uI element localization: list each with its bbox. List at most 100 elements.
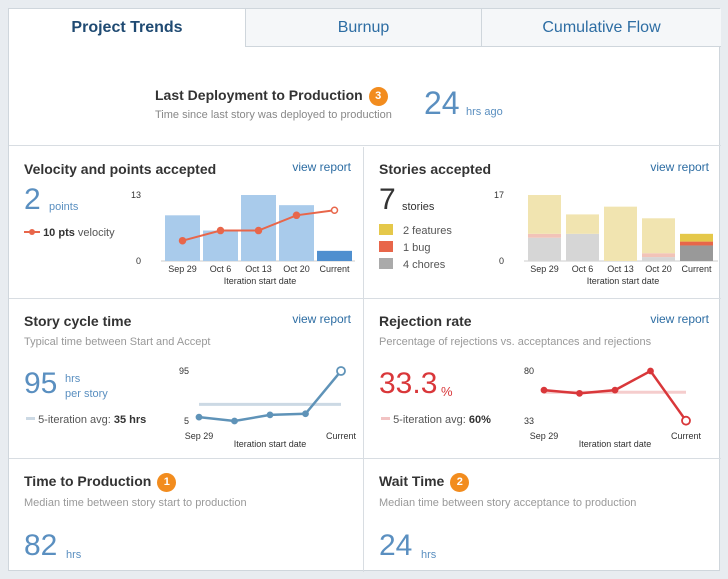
deployment-title: Last Deployment to Production 3 <box>155 87 388 106</box>
cycle-point <box>195 413 203 421</box>
velocity-bar <box>317 250 352 261</box>
tab-bar: Project Trends Burnup Cumulative Flow <box>9 9 721 47</box>
cycle-unit-per-story: per story <box>65 388 108 400</box>
stories-legend-label: 4 chores <box>403 259 446 271</box>
rejection-y-tick: 33 <box>524 416 534 426</box>
cycle-point <box>302 410 309 418</box>
velocity-point <box>254 226 263 235</box>
cycle-average-value: 35 hrs <box>113 414 147 426</box>
velocity-chart: 13 0 Sep 29 Oct 6 Oct 13 Oct 20 Current Iterati… <box>131 190 355 286</box>
stories-bar-segment <box>528 195 561 234</box>
velocity-legend-line-icon <box>24 229 40 235</box>
cycle-y-tick: 95 <box>179 366 189 376</box>
time-to-production-panel: Time to Production 1 Median time between … <box>9 459 364 572</box>
cycle-y-tick: 5 <box>184 416 189 426</box>
cycle-x-axis-label: Iteration start date <box>234 439 307 449</box>
rejection-point <box>576 389 583 397</box>
rejection-x-tick: Sep 29 <box>530 431 559 441</box>
stories-bar-segment <box>680 241 713 246</box>
stories-bar-segment <box>566 233 599 261</box>
cycle-title: Story cycle time <box>24 313 132 329</box>
cycle-view-report-link[interactable]: view report <box>292 312 351 326</box>
production-subtitle: Median time between story start to produ… <box>24 497 247 509</box>
production-unit: hrs <box>66 549 82 561</box>
stories-bar-segment <box>566 214 599 234</box>
velocity-legend-value: 10 pts <box>43 227 75 239</box>
wait-subtitle: Median time between story acceptance to … <box>379 497 637 509</box>
stories-x-tick: Current <box>681 264 712 274</box>
stories-legend-item: 2 features <box>379 224 452 237</box>
rejection-average-label: 5-iteration avg: <box>393 414 466 426</box>
cycle-x-tick: Current <box>326 431 357 441</box>
cycle-unit-hrs: hrs <box>65 373 81 385</box>
rejection-view-report-link[interactable]: view report <box>650 312 709 326</box>
rejection-value: 33.3 <box>379 367 438 400</box>
cycle-average-swatch <box>26 417 35 420</box>
stories-x-tick: Oct 6 <box>572 264 594 274</box>
rejection-average-legend: 5-iteration avg: 60% <box>381 414 491 426</box>
velocity-unit: points <box>49 201 79 213</box>
wait-title-text: Wait Time <box>379 473 445 489</box>
stories-panel: Stories accepted view report 7 stories 2… <box>364 147 721 299</box>
velocity-point <box>292 211 301 220</box>
rejection-subtitle: Percentage of rejections vs. acceptances… <box>379 336 652 348</box>
velocity-x-axis-label: Iteration start date <box>224 276 297 286</box>
velocity-legend: 10 pts velocity <box>24 227 115 239</box>
production-title: Time to Production 1 <box>24 473 177 492</box>
velocity-y-tick: 0 <box>136 256 141 266</box>
stories-title: Stories accepted <box>379 161 492 177</box>
velocity-x-tick: Current <box>319 264 350 274</box>
stories-unit: stories <box>402 201 435 213</box>
cycle-point <box>266 411 274 419</box>
rejection-title: Rejection rate <box>379 313 472 329</box>
stories-legend-item: 1 bug <box>379 241 431 254</box>
stories-legend-swatch <box>379 224 393 235</box>
rejection-x-tick: Current <box>671 431 702 441</box>
velocity-x-tick: Oct 6 <box>210 264 232 274</box>
velocity-point <box>216 226 225 235</box>
rejection-y-tick: 80 <box>524 366 534 376</box>
stories-x-tick: Oct 20 <box>645 264 672 274</box>
wait-unit: hrs <box>421 549 437 561</box>
velocity-title: Velocity and points accepted <box>24 161 217 177</box>
wait-title: Wait Time 2 <box>379 473 470 492</box>
deployment-unit: hrs ago <box>466 106 503 118</box>
velocity-y-tick: 13 <box>131 190 141 200</box>
tab-burnup[interactable]: Burnup <box>245 9 481 47</box>
stories-view-report-link[interactable]: view report <box>650 160 709 174</box>
velocity-bar <box>203 230 238 261</box>
rejection-average-value: 60% <box>468 414 491 426</box>
rejection-point <box>681 415 691 426</box>
rejection-point <box>611 386 619 394</box>
wait-badge: 2 <box>450 473 470 492</box>
stories-bar-segment <box>528 237 561 261</box>
stories-bar-segment <box>642 253 675 258</box>
stories-x-axis-label: Iteration start date <box>587 276 660 286</box>
velocity-view-report-link[interactable]: view report <box>292 160 351 174</box>
cycle-chart: 95 5 Sep 29 Current Iteration start date <box>179 366 357 449</box>
velocity-point <box>178 236 187 245</box>
deployment-badge: 3 <box>368 87 388 106</box>
stories-legend-item: 4 chores <box>379 258 445 271</box>
stories-bar-segment <box>642 218 675 254</box>
stories-x-tick: Oct 13 <box>607 264 634 274</box>
velocity-point <box>330 206 339 214</box>
rejection-point <box>647 367 654 375</box>
stories-bar-segment <box>680 245 713 261</box>
stories-bar-segment <box>642 257 675 261</box>
velocity-x-tick: Oct 13 <box>245 264 272 274</box>
deployment-subtitle: Time since last story was deployed to pr… <box>155 109 392 121</box>
project-trends-frame: Project Trends Burnup Cumulative Flow La… <box>8 8 721 572</box>
rejection-rate-panel: Rejection rate view report Percentage of… <box>364 299 721 459</box>
rejection-average-swatch <box>381 417 390 420</box>
stories-y-tick: 17 <box>494 190 504 200</box>
production-badge: 1 <box>157 473 177 492</box>
stories-legend-swatch <box>379 258 393 269</box>
tab-project-trends[interactable]: Project Trends <box>9 9 245 47</box>
cycle-x-tick: Sep 29 <box>185 431 214 441</box>
tab-cumulative-flow[interactable]: Cumulative Flow <box>481 9 721 47</box>
rejection-x-axis-label: Iteration start date <box>579 439 652 449</box>
wait-time-panel: Wait Time 2 Median time between story acc… <box>364 459 721 572</box>
cycle-value: 95 <box>24 367 58 400</box>
rejection-point <box>540 386 548 394</box>
